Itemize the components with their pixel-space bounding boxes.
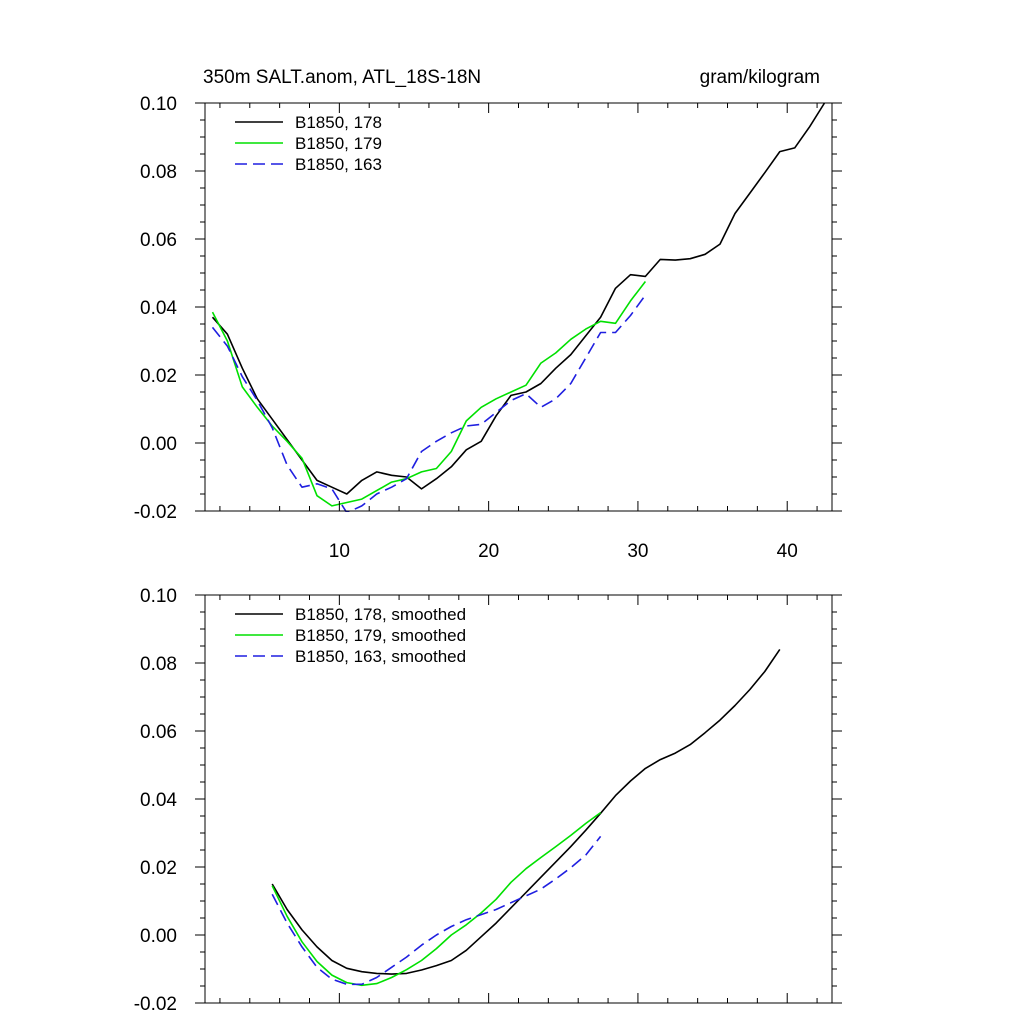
y-tick-label: 0.08 xyxy=(140,162,177,183)
legend-label-2: B1850, 179, smoothed xyxy=(295,626,466,645)
y-tick-label: 0.04 xyxy=(140,298,177,319)
y-tick-label: 0.08 xyxy=(140,654,177,675)
y-tick-label: 0.06 xyxy=(140,230,177,251)
series-line-2 xyxy=(211,281,647,507)
units-label: gram/kilogram xyxy=(700,67,820,88)
y-tick-label: 0.10 xyxy=(140,94,177,115)
y-tick-label: 0.02 xyxy=(140,366,177,387)
y-tick-label: 0.00 xyxy=(140,926,177,947)
y-tick-label: 0.02 xyxy=(140,858,177,879)
legend-label-3: B1850, 163, smoothed xyxy=(295,647,466,666)
y-tick-label: -0.02 xyxy=(134,994,177,1015)
y-tick-label: 0.10 xyxy=(140,586,177,607)
series-group xyxy=(211,102,826,512)
x-tick-label: 30 xyxy=(627,541,648,562)
top-panel: -0.02 0.00 0.02 0.04 0.06 0.08 0.10 10 20 30 40 B18… xyxy=(134,94,842,562)
legend-label-1: B1850, 178, smoothed xyxy=(295,605,466,624)
legend-label-3: B1850, 163 xyxy=(295,155,382,174)
legend-label-2: B1850, 179 xyxy=(295,134,382,153)
series-line-3 xyxy=(271,835,602,986)
x-tick-label: 20 xyxy=(478,541,499,562)
series-line-3 xyxy=(211,294,647,512)
legend-label-1: B1850, 178 xyxy=(295,113,382,132)
y-tick-label: 0.00 xyxy=(140,434,177,455)
bottom-panel: -0.02 0.00 0.02 0.04 0.06 0.08 0.10 B1850, 178,… xyxy=(134,586,842,1015)
series-line-1 xyxy=(271,648,781,975)
y-tick-label: 0.06 xyxy=(140,722,177,743)
chart-title: 350m SALT.anom, ATL_18S-18N xyxy=(203,67,481,88)
series-line-1 xyxy=(211,102,826,495)
y-tick-label: 0.04 xyxy=(140,790,177,811)
y-tick-label: -0.02 xyxy=(134,502,177,523)
x-tick-label: 10 xyxy=(329,541,350,562)
series-line-2 xyxy=(271,811,602,987)
series-group xyxy=(271,648,781,987)
x-tick-label: 40 xyxy=(777,541,798,562)
